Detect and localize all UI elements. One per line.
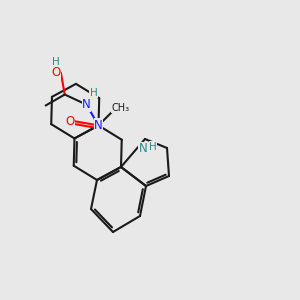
Text: H: H	[149, 142, 157, 152]
Text: CH₃: CH₃	[112, 103, 130, 113]
Text: O: O	[51, 66, 61, 79]
Text: O: O	[65, 115, 74, 128]
Text: N: N	[94, 119, 103, 132]
Text: H: H	[90, 88, 98, 98]
Text: N: N	[139, 142, 147, 155]
Text: N: N	[82, 98, 91, 111]
Text: H: H	[52, 57, 60, 67]
